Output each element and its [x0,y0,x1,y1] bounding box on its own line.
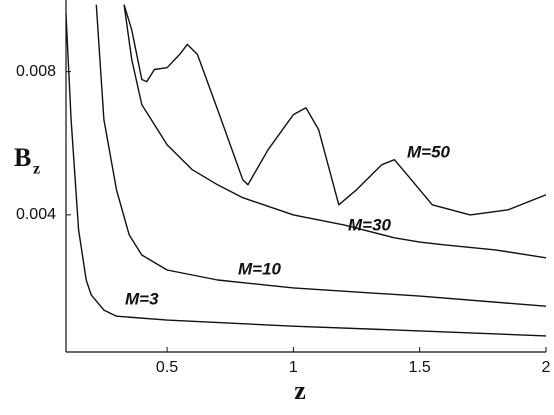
line [123,4,546,259]
x-tick-label: 2 [542,359,551,376]
x-tick-label: 0.5 [156,359,178,376]
y-tick-label: 0.004 [16,206,56,223]
line [66,14,546,337]
series-label: M=30 [348,215,392,234]
line [95,4,546,307]
x-tick-label: 1 [289,359,298,376]
series-label: M=3 [125,289,159,308]
plot-area [66,4,546,337]
series-label: M=10 [238,259,282,278]
x-axis-label: z [294,376,306,405]
x-tick-label: 1.5 [409,359,431,376]
series-label: M=50 [407,142,451,161]
line [123,4,546,216]
y-tick-label: 0.008 [16,63,56,80]
y-axis-label-sub: z [33,161,40,178]
y-axis-label: B [14,143,31,172]
